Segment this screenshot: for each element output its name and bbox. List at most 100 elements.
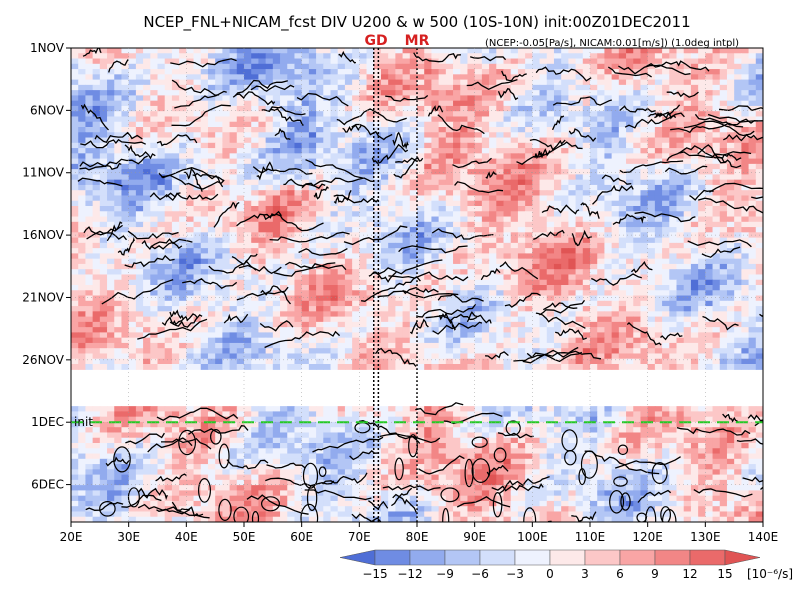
- field-cell: [164, 163, 173, 170]
- field-cell: [726, 300, 735, 307]
- field-cell: [719, 295, 728, 302]
- field-cell: [705, 237, 714, 244]
- field-cell: [164, 269, 173, 276]
- field-cell: [316, 311, 324, 318]
- field-cell: [373, 116, 382, 123]
- field-cell: [287, 258, 296, 265]
- field-cell: [611, 300, 620, 307]
- field-cell: [734, 190, 742, 197]
- field-cell: [330, 316, 339, 323]
- field-cell: [294, 248, 303, 254]
- field-cell: [330, 274, 339, 281]
- field-cell: [402, 100, 411, 107]
- field-cell: [712, 158, 721, 165]
- field-cell: [380, 169, 389, 175]
- field-cell: [719, 105, 728, 112]
- field-cell: [726, 90, 735, 96]
- field-cell: [251, 153, 260, 160]
- field-cell: [503, 174, 512, 181]
- field-cell: [705, 232, 714, 239]
- field-cell: [171, 227, 180, 233]
- field-cell: [287, 316, 296, 323]
- field-cell: [503, 163, 512, 170]
- field-cell: [539, 190, 548, 197]
- field-cell: [683, 137, 692, 144]
- field-cell: [553, 258, 562, 265]
- field-cell: [92, 137, 101, 144]
- field-cell: [244, 169, 252, 175]
- field-cell: [128, 269, 137, 276]
- field-cell: [323, 158, 332, 165]
- field-cell: [330, 79, 339, 86]
- field-cell: [265, 84, 274, 91]
- field-cell: [143, 184, 151, 191]
- field-cell: [344, 184, 353, 191]
- field-cell: [597, 127, 606, 133]
- field-cell: [373, 227, 382, 233]
- field-cell: [92, 79, 101, 86]
- field-cell: [453, 84, 461, 91]
- field-cell: [424, 142, 433, 149]
- field-cell: [539, 195, 548, 202]
- field-cell: [150, 269, 159, 276]
- field-cell: [503, 253, 512, 260]
- field-cell: [734, 195, 742, 202]
- field-cell: [467, 79, 476, 86]
- field-cell: [417, 100, 425, 107]
- field-cell: [748, 174, 757, 181]
- field-cell: [741, 300, 750, 307]
- field-cell: [698, 111, 706, 118]
- field-cell: [633, 300, 642, 307]
- field-cell: [489, 311, 497, 318]
- field-cell: [489, 263, 497, 270]
- field-cell: [755, 132, 763, 139]
- field-cell: [164, 142, 173, 149]
- field-cell: [474, 206, 483, 212]
- field-cell: [698, 290, 706, 297]
- field-cell: [712, 279, 721, 286]
- field-cell: [171, 105, 180, 112]
- field-cell: [121, 269, 130, 276]
- field-cell: [272, 306, 281, 312]
- field-cell: [150, 263, 159, 270]
- field-cell: [438, 211, 447, 218]
- field-cell: [78, 195, 87, 202]
- field-cell: [121, 116, 130, 123]
- field-cell: [323, 127, 332, 133]
- field-cell: [662, 153, 670, 160]
- field-cell: [78, 221, 87, 228]
- field-cell: [503, 148, 512, 154]
- field-cell: [503, 153, 512, 160]
- field-cell: [316, 242, 324, 249]
- field-cell: [229, 300, 238, 307]
- field-cell: [200, 132, 209, 139]
- field-cell: [308, 163, 317, 170]
- field-cell: [654, 263, 663, 270]
- field-cell: [669, 153, 678, 160]
- field-cell: [438, 316, 447, 323]
- field-cell: [121, 90, 130, 96]
- field-cell: [525, 127, 533, 133]
- field-cell: [647, 279, 656, 286]
- field-cell: [200, 74, 209, 81]
- field-cell: [611, 111, 620, 118]
- field-cell: [114, 121, 123, 128]
- field-cell: [654, 253, 663, 260]
- field-cell: [222, 174, 231, 181]
- field-cell: [222, 279, 231, 286]
- field-cell: [380, 200, 389, 207]
- field-cell: [373, 311, 382, 318]
- field-cell: [431, 184, 440, 191]
- field-cell: [590, 269, 598, 276]
- field-cell: [438, 158, 447, 165]
- field-cell: [669, 274, 678, 281]
- field-cell: [186, 153, 195, 160]
- field-cell: [128, 316, 137, 323]
- field-cell: [445, 258, 454, 265]
- field-cell: [107, 148, 115, 154]
- field-cell: [546, 69, 555, 75]
- field-cell: [553, 263, 562, 270]
- field-cell: [287, 48, 296, 54]
- field-cell: [200, 142, 209, 149]
- field-cell: [546, 127, 555, 133]
